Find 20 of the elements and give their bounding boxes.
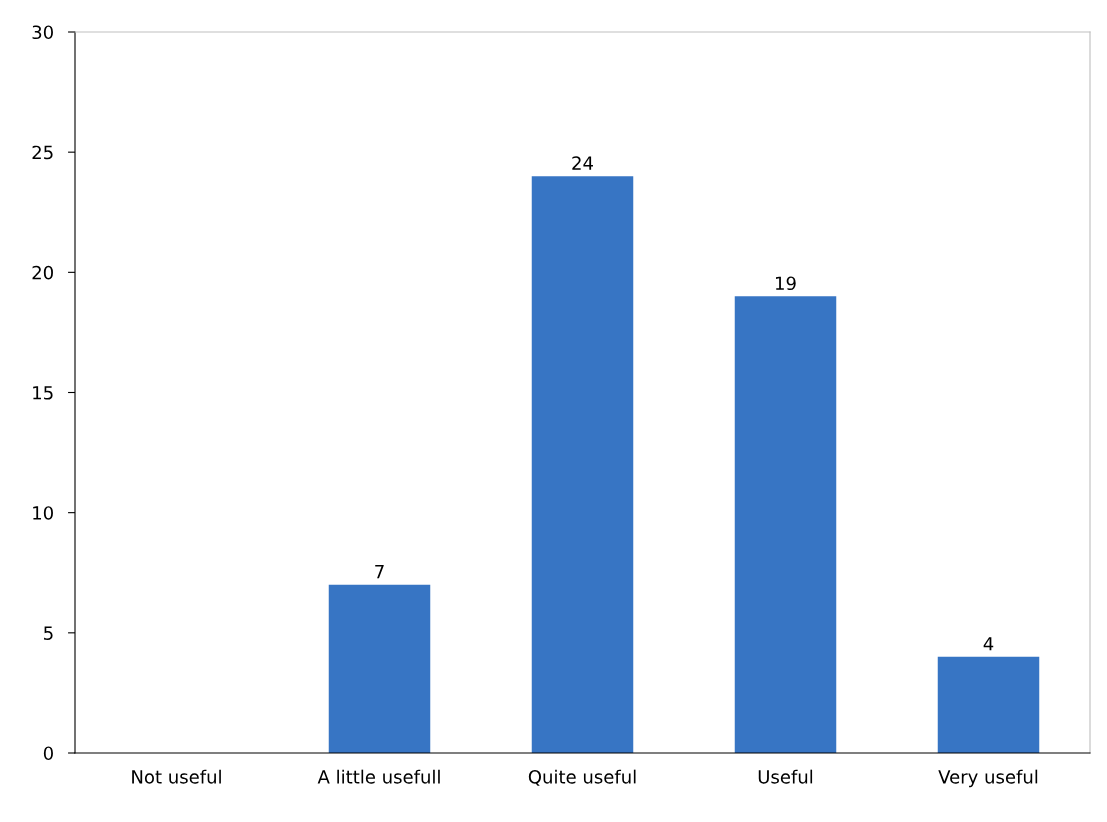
- y-tick-label: 25: [32, 145, 53, 160]
- x-tick-label: A little usefull: [317, 769, 440, 784]
- bar: [531, 176, 634, 753]
- data-label: 24: [572, 156, 593, 170]
- y-tick-label: 10: [33, 506, 53, 520]
- x-tick-label: Useful: [758, 769, 813, 784]
- data-label: 19: [776, 276, 796, 291]
- bar: [937, 656, 1040, 753]
- data-label: 7: [375, 565, 384, 579]
- x-tick-label: Not useful: [132, 769, 221, 784]
- x-tick-label: Very useful: [938, 769, 1038, 788]
- data-label: 4: [983, 637, 994, 651]
- y-tick-label: 15: [33, 386, 53, 400]
- y-tick-label: 0: [43, 746, 53, 761]
- bar: [734, 296, 837, 753]
- bar: [328, 584, 431, 753]
- y-tick-label: 30: [32, 25, 53, 40]
- y-tick-label: 20: [32, 265, 53, 280]
- y-tick-label: 5: [44, 626, 53, 640]
- x-tick-label: Quite useful: [528, 769, 636, 786]
